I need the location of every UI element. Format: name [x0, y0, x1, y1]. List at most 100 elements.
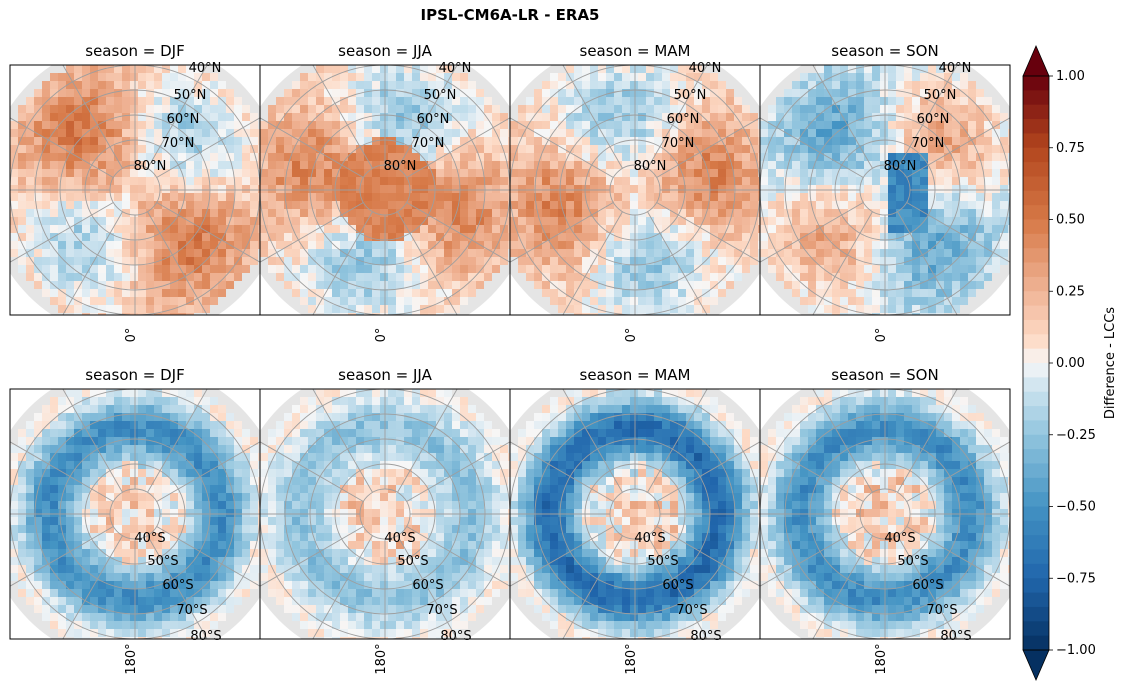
data-cell [808, 257, 816, 265]
data-cell [292, 153, 300, 161]
data-cell [106, 169, 114, 177]
data-cell [428, 73, 436, 81]
data-cell [686, 129, 694, 137]
data-cell [832, 289, 840, 297]
data-cell [122, 485, 130, 493]
data-cell [904, 209, 912, 217]
data-cell [840, 201, 848, 209]
data-cell [960, 265, 968, 273]
data-cell [412, 169, 420, 177]
data-cell [332, 421, 340, 429]
data-cell [284, 225, 292, 233]
data-cell [340, 129, 348, 137]
data-cell [582, 217, 590, 225]
data-cell [396, 145, 404, 153]
data-cell [678, 257, 686, 265]
data-cell [792, 121, 800, 129]
data-cell [590, 81, 598, 89]
data-cell [292, 129, 300, 137]
data-cell [316, 129, 324, 137]
lat-label: 50°N [924, 88, 957, 103]
data-cell [194, 533, 202, 541]
data-cell [412, 177, 420, 185]
data-cell [984, 273, 992, 281]
data-cell [300, 169, 308, 177]
data-cell [702, 305, 710, 313]
data-cell [436, 469, 444, 477]
data-cell [162, 249, 170, 257]
data-cell [66, 629, 74, 637]
data-cell [186, 193, 194, 201]
data-cell [678, 249, 686, 257]
data-cell [840, 65, 848, 73]
data-cell [146, 549, 154, 557]
data-cell [34, 137, 42, 145]
data-cell [364, 169, 372, 177]
data-cell [492, 177, 500, 185]
data-cell [566, 297, 574, 305]
data-cell [226, 273, 234, 281]
data-cell [872, 129, 880, 137]
data-cell [928, 153, 936, 161]
data-cell [872, 265, 880, 273]
data-cell [534, 177, 542, 185]
data-cell [428, 65, 436, 73]
data-cell [444, 389, 452, 397]
data-cell [758, 241, 760, 249]
data-cell [710, 81, 718, 89]
data-cell [678, 281, 686, 289]
data-cell [896, 89, 904, 97]
data-cell [388, 169, 396, 177]
data-cell [122, 185, 130, 193]
data-cell [872, 153, 880, 161]
data-cell [130, 541, 138, 549]
data-cell [606, 153, 614, 161]
data-cell [50, 89, 58, 97]
data-cell [194, 453, 202, 461]
data-cell [792, 153, 800, 161]
data-cell [42, 557, 50, 565]
data-cell [686, 217, 694, 225]
data-cell [518, 257, 526, 265]
data-cell [614, 305, 622, 313]
data-cell [234, 493, 242, 501]
data-cell [58, 421, 66, 429]
data-cell [260, 461, 268, 469]
data-cell [260, 485, 268, 493]
data-cell [936, 313, 944, 315]
data-cell [90, 137, 98, 145]
data-cell [598, 153, 606, 161]
data-cell [896, 233, 904, 241]
data-cell [284, 469, 292, 477]
data-cell [300, 297, 308, 305]
data-cell [452, 281, 460, 289]
data-cell [146, 605, 154, 613]
data-cell [194, 485, 202, 493]
data-cell [356, 453, 364, 461]
data-cell [976, 177, 984, 185]
data-cell [558, 209, 566, 217]
data-cell [18, 573, 26, 581]
data-cell [210, 429, 218, 437]
data-cell [896, 121, 904, 129]
data-cell [1008, 177, 1010, 185]
data-cell [332, 249, 340, 257]
data-cell [896, 137, 904, 145]
data-cell [800, 217, 808, 225]
data-cell [920, 145, 928, 153]
data-cell [792, 105, 800, 113]
data-cell [130, 525, 138, 533]
data-cell [348, 249, 356, 257]
data-cell [82, 461, 90, 469]
data-cell [484, 201, 492, 209]
data-cell [436, 153, 444, 161]
data-cell [598, 225, 606, 233]
data-cell [226, 493, 234, 501]
data-cell [880, 305, 888, 313]
data-cell [500, 241, 508, 249]
data-cell [356, 225, 364, 233]
data-cell [170, 557, 178, 565]
data-cell [396, 389, 404, 397]
data-cell [146, 469, 154, 477]
data-cell [122, 305, 130, 313]
